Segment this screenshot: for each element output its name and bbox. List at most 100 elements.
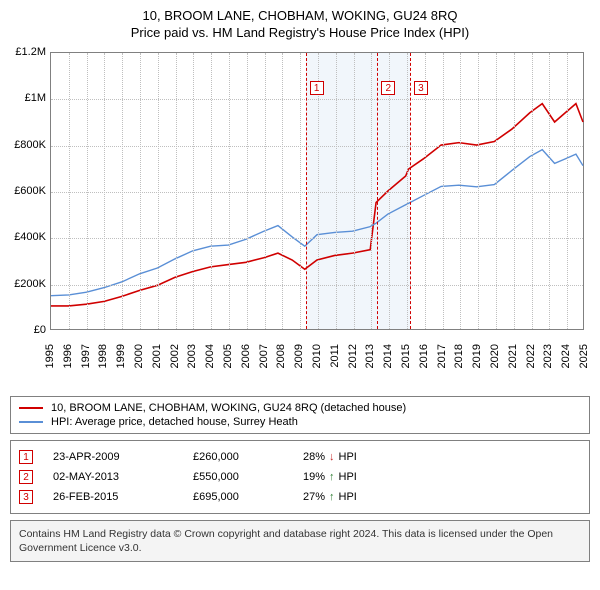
sale-delta-vs: HPI — [339, 491, 357, 503]
x-tick-label: 2013 — [364, 344, 376, 384]
sale-row-marker: 3 — [19, 490, 33, 504]
y-tick-label: £0 — [0, 324, 46, 336]
x-tick-label: 2005 — [222, 344, 234, 384]
y-tick-label: £1.2M — [0, 46, 46, 58]
gridline-v — [211, 53, 212, 329]
x-tick-label: 2018 — [453, 344, 465, 384]
gridline-v — [514, 53, 515, 329]
gridline-h — [51, 238, 583, 239]
gridline-v — [122, 53, 123, 329]
x-tick-label: 2003 — [186, 344, 198, 384]
gridline-v — [336, 53, 337, 329]
x-tick-label: 2023 — [542, 344, 554, 384]
gridline-v — [193, 53, 194, 329]
sale-row-marker: 1 — [19, 450, 33, 464]
x-tick-label: 2002 — [169, 344, 181, 384]
gridline-v — [176, 53, 177, 329]
gridline-v — [371, 53, 372, 329]
y-tick-label: £800K — [0, 139, 46, 151]
sale-delta-vs: HPI — [339, 471, 357, 483]
gridline-v — [87, 53, 88, 329]
legend: 10, BROOM LANE, CHOBHAM, WOKING, GU24 8R… — [10, 396, 590, 434]
title-subtitle: Price paid vs. HM Land Registry's House … — [10, 25, 590, 40]
series-hpi — [51, 150, 583, 296]
gridline-v — [532, 53, 533, 329]
x-tick-label: 2019 — [471, 344, 483, 384]
sale-delta: 28% ↓ HPI — [303, 451, 357, 463]
gridline-v — [229, 53, 230, 329]
sale-date: 23-APR-2009 — [53, 451, 173, 463]
gridline-h — [51, 285, 583, 286]
arrow-up-icon: ↑ — [329, 491, 335, 503]
gridline-v — [460, 53, 461, 329]
plot-area: 123 — [50, 52, 584, 330]
x-tick-label: 1997 — [80, 344, 92, 384]
legend-label: HPI: Average price, detached house, Surr… — [51, 416, 298, 428]
sale-marker-box: 1 — [310, 81, 324, 95]
sale-marker-line — [410, 53, 411, 329]
attribution: Contains HM Land Registry data © Crown c… — [10, 520, 590, 562]
gridline-v — [496, 53, 497, 329]
x-tick-label: 2025 — [578, 344, 590, 384]
gridline-v — [407, 53, 408, 329]
gridline-v — [443, 53, 444, 329]
x-tick-label: 2016 — [418, 344, 430, 384]
gridline-v — [247, 53, 248, 329]
y-tick-label: £200K — [0, 278, 46, 290]
sale-delta-pct: 28% — [303, 451, 325, 463]
gridline-h — [51, 192, 583, 193]
x-tick-label: 1999 — [115, 344, 127, 384]
x-tick-label: 2001 — [151, 344, 163, 384]
x-tick-label: 2022 — [525, 344, 537, 384]
sale-row: 326-FEB-2015£695,00027%↑HPI — [19, 487, 581, 507]
x-tick-label: 2000 — [133, 344, 145, 384]
gridline-v — [354, 53, 355, 329]
legend-item: HPI: Average price, detached house, Surr… — [19, 415, 581, 429]
title-address: 10, BROOM LANE, CHOBHAM, WOKING, GU24 8R… — [10, 8, 590, 23]
legend-label: 10, BROOM LANE, CHOBHAM, WOKING, GU24 8R… — [51, 402, 406, 414]
sale-marker-box: 2 — [381, 81, 395, 95]
arrow-up-icon: ↑ — [329, 471, 335, 483]
sale-price: £260,000 — [193, 451, 283, 463]
x-tick-label: 2007 — [258, 344, 270, 384]
x-tick-label: 1996 — [62, 344, 74, 384]
sales-table: 123-APR-2009£260,00028%↓HPI202-MAY-2013£… — [10, 440, 590, 514]
gridline-v — [567, 53, 568, 329]
gridline-h — [51, 146, 583, 147]
sale-delta-pct: 19% — [303, 471, 325, 483]
x-tick-label: 2009 — [293, 344, 305, 384]
y-tick-label: £1M — [0, 92, 46, 104]
legend-swatch — [19, 421, 43, 423]
arrow-down-icon: ↓ — [329, 451, 335, 463]
y-tick-label: £400K — [0, 231, 46, 243]
sale-price: £695,000 — [193, 491, 283, 503]
sale-delta-pct: 27% — [303, 491, 325, 503]
x-tick-label: 2011 — [329, 344, 341, 384]
gridline-v — [549, 53, 550, 329]
x-tick-label: 2006 — [240, 344, 252, 384]
sale-price: £550,000 — [193, 471, 283, 483]
x-tick-label: 1995 — [44, 344, 56, 384]
legend-swatch — [19, 407, 43, 409]
x-tick-label: 2010 — [311, 344, 323, 384]
legend-item: 10, BROOM LANE, CHOBHAM, WOKING, GU24 8R… — [19, 401, 581, 415]
x-tick-label: 2008 — [275, 344, 287, 384]
gridline-v — [265, 53, 266, 329]
x-tick-label: 2012 — [347, 344, 359, 384]
gridline-v — [140, 53, 141, 329]
title-block: 10, BROOM LANE, CHOBHAM, WOKING, GU24 8R… — [10, 8, 590, 40]
chart: 123 £0£200K£400K£600K£800K£1M£1.2M199519… — [10, 46, 590, 386]
sale-delta-vs: HPI — [339, 451, 357, 463]
x-tick-label: 2021 — [507, 344, 519, 384]
sale-marker-line — [306, 53, 307, 329]
gridline-v — [282, 53, 283, 329]
x-tick-label: 2024 — [560, 344, 572, 384]
x-tick-label: 2004 — [204, 344, 216, 384]
gridline-v — [69, 53, 70, 329]
sale-marker-line — [377, 53, 378, 329]
x-tick-label: 2014 — [382, 344, 394, 384]
sale-delta: 19% ↑ HPI — [303, 471, 357, 483]
gridline-v — [158, 53, 159, 329]
x-tick-label: 1998 — [97, 344, 109, 384]
sale-row: 1 23-APR-2009 £260,000 28% ↓ HPI — [19, 447, 581, 467]
